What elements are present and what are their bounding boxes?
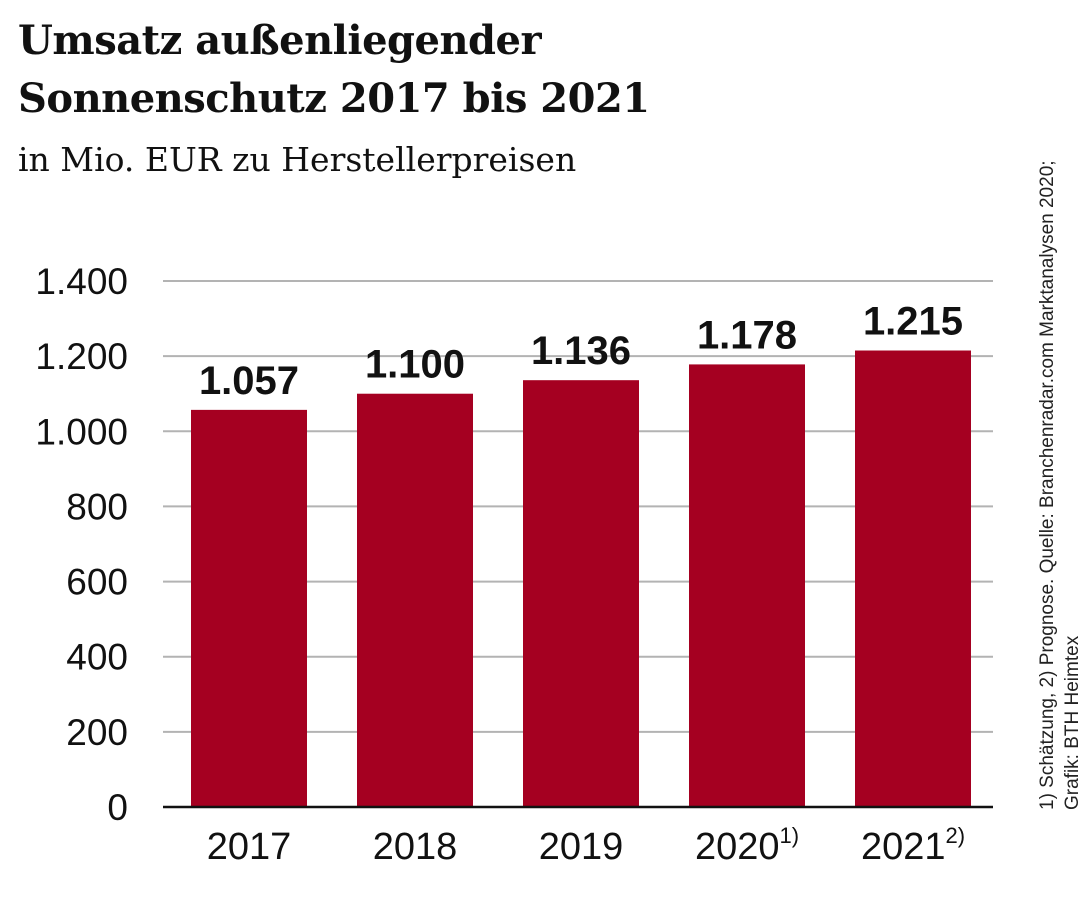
y-tick-label: 1.000: [35, 411, 128, 452]
y-tick-label: 600: [66, 562, 128, 603]
data-label: 1.215: [863, 300, 963, 344]
title-line-1: Umsatz außenliegender: [18, 17, 542, 64]
x-tick-label: 2019: [539, 826, 624, 868]
bar-2021: [855, 350, 971, 807]
x-tick-label: 20212): [861, 823, 965, 868]
bar-2019: [523, 380, 639, 807]
source-line-2: Grafik: BTH Heimtex: [1062, 635, 1080, 810]
y-tick-label: 1.400: [35, 261, 128, 302]
title-line-2: Sonnenschutz 2017 bis 2021: [18, 75, 650, 122]
source-note: 1) Schätzung, 2) Prognose. Quelle: Branc…: [1035, 160, 1080, 810]
chart-subtitle: in Mio. EUR zu Herstellerpreisen: [18, 140, 577, 179]
data-label: 1.057: [199, 359, 299, 403]
bar-2020: [689, 364, 805, 807]
x-tick-label: 2018: [373, 826, 458, 868]
data-label: 1.100: [365, 343, 465, 387]
y-tick-label: 800: [66, 486, 128, 527]
source-line-1: 1) Schätzung, 2) Prognose. Quelle: Branc…: [1037, 160, 1058, 810]
chart-title: Umsatz außenliegender Sonnenschutz 2017 …: [18, 12, 650, 128]
x-tick-label: 20201): [695, 823, 799, 868]
footnote-marker: 1): [779, 823, 799, 848]
y-tick-label: 1.200: [35, 336, 128, 377]
data-label: 1.136: [531, 329, 631, 373]
x-tick-label: 2017: [207, 826, 292, 868]
bar-2018: [357, 393, 473, 807]
y-tick-label: 200: [66, 712, 128, 753]
footnote-marker: 2): [945, 823, 965, 848]
y-tick-label: 0: [107, 787, 128, 828]
data-label: 1.178: [697, 313, 797, 357]
y-tick-label: 400: [66, 637, 128, 678]
bar-2017: [191, 409, 307, 807]
